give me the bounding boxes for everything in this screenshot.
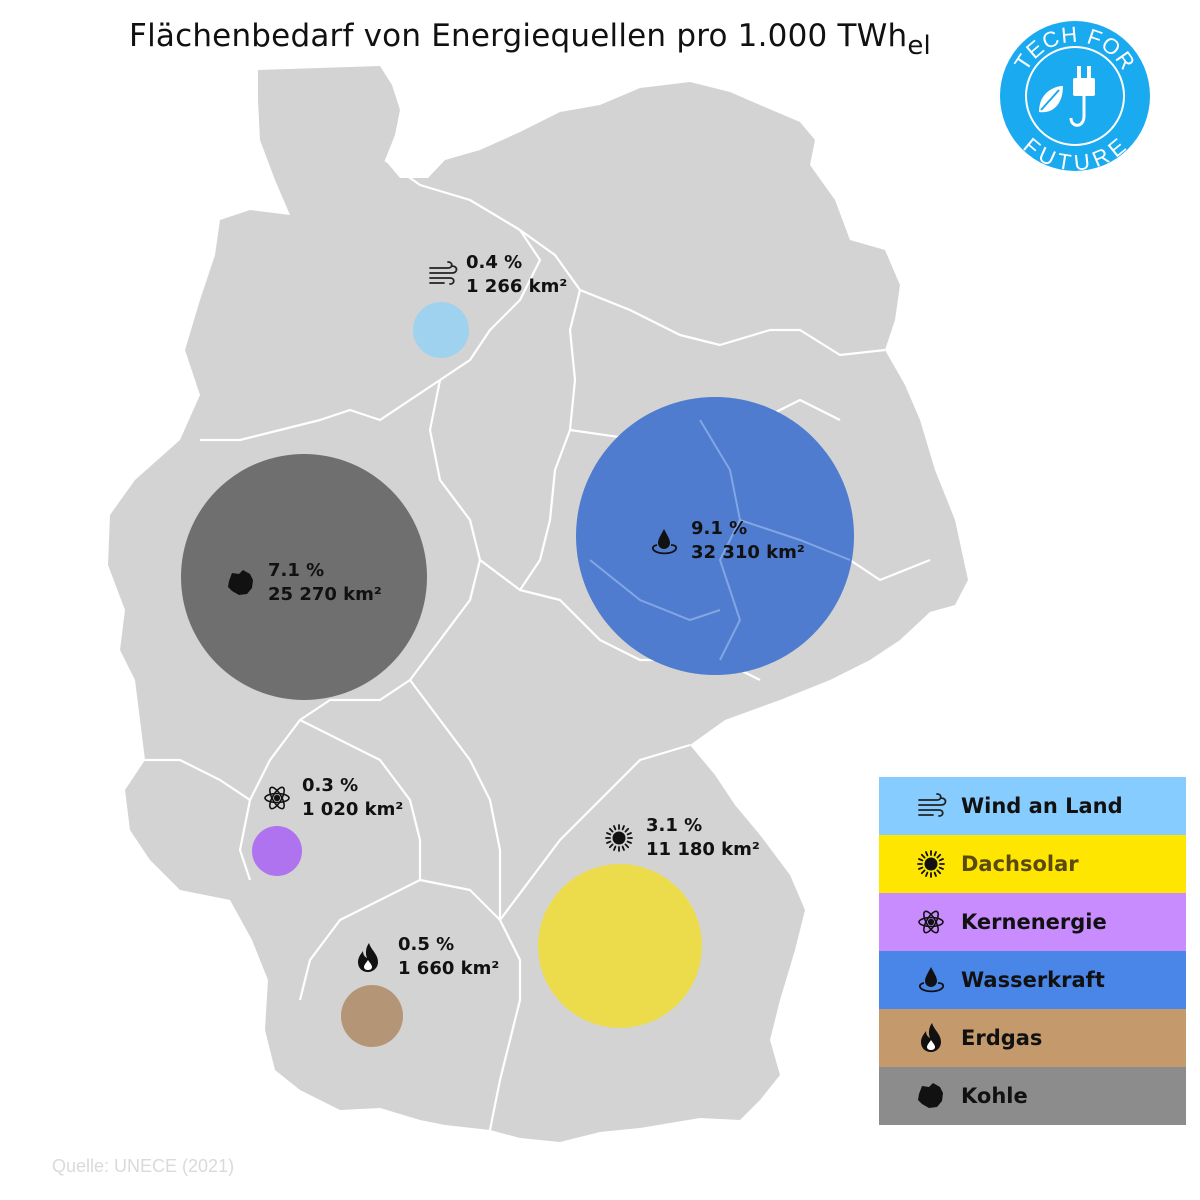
percent-coal: 7.1 % (268, 560, 325, 581)
legend-item-wind: Wind an Land (879, 777, 1186, 835)
area-wind: 1 266 km² (466, 276, 568, 297)
tech-for-future-logo: TECH FOR FUTURE (1000, 21, 1150, 172)
area-hydro: 32 310 km² (691, 542, 805, 563)
legend-item-hydro: Wasserkraft (879, 951, 1186, 1009)
marker-circle-gas (341, 985, 403, 1047)
water-drop-icon (918, 966, 945, 993)
plug-leaf-icon (1039, 66, 1095, 127)
area-gas: 1 660 km² (398, 958, 500, 979)
legend-item-gas: Erdgas (879, 1009, 1186, 1067)
coal-icon (918, 1083, 943, 1108)
source-note: Quelle: UNECE (2021) (52, 1156, 235, 1176)
legend-label-gas: Erdgas (961, 1026, 1043, 1050)
marker-circle-hydro (576, 397, 854, 675)
hydro-inner-borders (589, 419, 851, 661)
atom-icon (918, 908, 944, 936)
label-coal: 7.1 % 25 270 km² (268, 559, 382, 607)
legend-label-solar: Dachsolar (961, 852, 1079, 876)
label-gas: 0.5 % 1 660 km² (398, 933, 499, 981)
label-hydro: 9.1 % 32 310 km² (691, 517, 805, 565)
wind-icon (918, 793, 947, 817)
page-title: Flächenbedarf von Energiequellen pro 1.0… (129, 18, 931, 61)
legend-item-solar: Dachsolar (879, 835, 1186, 893)
legend-label-hydro: Wasserkraft (961, 968, 1105, 992)
legend: Wind an Land Dachsolar Kernenergie Wasse… (879, 777, 1186, 1125)
label-nuclear: 0.3 % 1 020 km² (302, 774, 403, 822)
marker-circle-nuclear (252, 826, 302, 876)
legend-item-nuclear: Kernenergie (879, 893, 1186, 951)
legend-item-coal: Kohle (879, 1067, 1186, 1125)
legend-label-coal: Kohle (961, 1084, 1028, 1108)
marker-circle-solar (538, 864, 702, 1028)
sun-icon (605, 824, 633, 852)
sun-icon (917, 850, 945, 878)
area-nuclear: 1 020 km² (302, 799, 404, 820)
area-solar: 11 180 km² (646, 839, 760, 860)
percent-hydro: 9.1 % (691, 518, 748, 539)
percent-gas: 0.5 % (398, 934, 455, 955)
marker-circle-wind (413, 302, 469, 358)
percent-nuclear: 0.3 % (302, 775, 359, 796)
label-solar: 3.1 % 11 180 km² (646, 814, 760, 862)
area-coal: 25 270 km² (268, 584, 382, 605)
percent-wind: 0.4 % (466, 252, 523, 273)
percent-solar: 3.1 % (646, 815, 703, 836)
flame-icon (921, 1023, 941, 1052)
legend-label-wind: Wind an Land (961, 794, 1123, 818)
marker-circle-coal (181, 454, 427, 700)
label-wind: 0.4 % 1 266 km² (466, 251, 567, 299)
legend-label-nuclear: Kernenergie (961, 910, 1107, 934)
